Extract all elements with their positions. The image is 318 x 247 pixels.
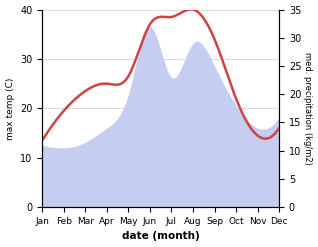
X-axis label: date (month): date (month) xyxy=(122,231,199,242)
Y-axis label: med. precipitation (kg/m2): med. precipitation (kg/m2) xyxy=(303,52,313,165)
Y-axis label: max temp (C): max temp (C) xyxy=(5,77,15,140)
